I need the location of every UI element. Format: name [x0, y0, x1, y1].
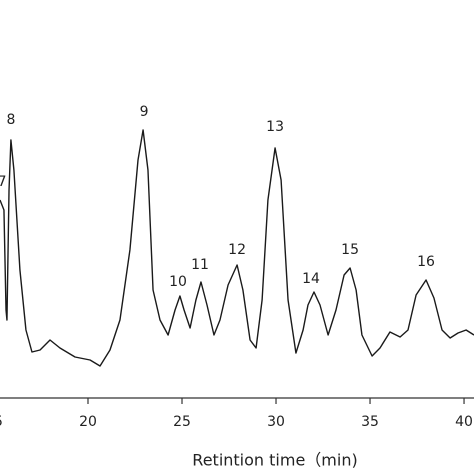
x-tick-label: 20 — [79, 414, 97, 430]
trace — [0, 129, 474, 367]
x-tick-label: 40 — [455, 414, 473, 430]
peak-label: 9 — [140, 104, 149, 120]
peak-label: 12 — [228, 242, 246, 258]
x-tick-label: 35 — [361, 414, 379, 430]
x-tick-label: 30 — [267, 414, 285, 430]
peak-label: 14 — [302, 271, 320, 287]
peak-label: 13 — [266, 119, 284, 135]
peak-label: 15 — [341, 242, 359, 258]
peak-label: 7 — [0, 174, 7, 190]
peak-label: 16 — [417, 254, 435, 270]
peak-label: 11 — [191, 257, 209, 273]
peak-label: 8 — [6, 112, 15, 128]
x-axis-label: Retintion time（min) — [192, 451, 357, 470]
peak-label: 10 — [169, 274, 187, 290]
x-tick-label: 25 — [173, 414, 191, 430]
x-tick-label: 15 — [0, 414, 3, 430]
